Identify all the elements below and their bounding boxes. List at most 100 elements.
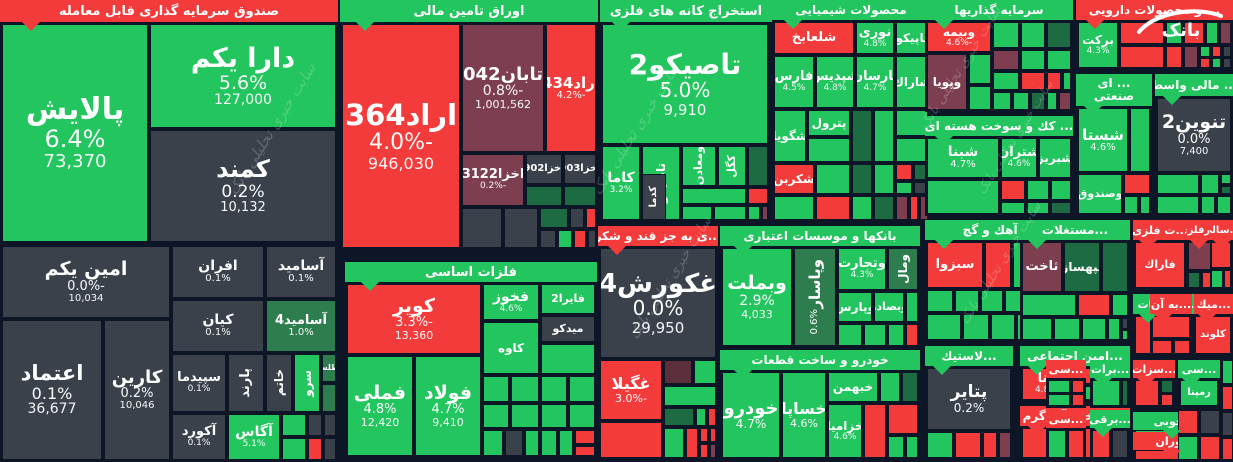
tile-fars[interactable]: فارس 4.5%: [774, 56, 814, 108]
tile-shelabkh[interactable]: شلعابخ: [774, 22, 854, 54]
tile-fd-s2[interactable]: [664, 360, 692, 384]
tile-iv-s14[interactable]: [1013, 92, 1029, 110]
tile-fi-s1[interactable]: [1157, 174, 1199, 194]
tile-mc-s3[interactable]: [1222, 412, 1233, 436]
sector-estate[interactable]: ...مستغلات ثاخت ثپهساز: [1020, 220, 1130, 342]
tile-noori[interactable]: نوری 4.8%: [856, 22, 894, 54]
tile-si-s4[interactable]: [1072, 394, 1084, 406]
tile-bk-s3[interactable]: [864, 324, 886, 346]
tile-sn-s1[interactable]: [1048, 430, 1066, 458]
tile-ch-s18[interactable]: [910, 196, 918, 220]
tile-mc2-s2[interactable]: [1200, 410, 1220, 434]
tile-ph-s5[interactable]: [1206, 22, 1218, 44]
tile-bm-s10[interactable]: [483, 430, 503, 456]
tile-atlas[interactable]: اطلس: [322, 354, 336, 382]
tile-ph-s12[interactable]: [1200, 58, 1210, 68]
tile-taban042[interactable]: تابان042 -0.8% 1,001,562: [462, 24, 544, 152]
tile-kalvand[interactable]: کلوند: [1195, 316, 1231, 354]
tile-in-s3[interactable]: [1124, 196, 1138, 214]
sector-coke-fuel[interactable]: ... کك و سوخت هسته ای شبنا 4.7% شتران 4.…: [925, 116, 1073, 216]
tile-fin-s10[interactable]: [574, 230, 586, 248]
sector-rampena-group[interactable]: ...سی رمپنا: [1178, 360, 1220, 408]
tile-ch-s10[interactable]: [874, 164, 894, 194]
tile-iv-s7[interactable]: [1021, 50, 1045, 70]
tile-au-s3[interactable]: [902, 372, 918, 402]
tile-ch-s2[interactable]: [852, 110, 872, 162]
sector-pharma[interactable]: ... و محصولات دارویی برکت 4.3%: [1076, 0, 1233, 70]
tile-sepidma[interactable]: سپیدما 0.1%: [172, 354, 226, 412]
tile-fin-s4[interactable]: [504, 208, 538, 248]
tile-fin-s11[interactable]: [588, 230, 596, 248]
tile-bm-s15[interactable]: [575, 430, 595, 444]
sector-si[interactable]: ...سی: [1046, 360, 1086, 408]
tile-bm-s6[interactable]: [483, 404, 509, 428]
tile-iv-s6[interactable]: [993, 50, 1019, 70]
tile-iv-s17[interactable]: [1059, 92, 1071, 110]
tile-fi-s4[interactable]: [1221, 186, 1231, 194]
tile-bk-s2[interactable]: [838, 324, 862, 346]
tile-sarv[interactable]: سرو: [294, 354, 320, 412]
tile-bm-s8[interactable]: [541, 404, 567, 428]
tile-re-s5[interactable]: [1022, 318, 1052, 340]
tile-fin-s6[interactable]: [570, 208, 584, 228]
tile-bm-s16[interactable]: [575, 446, 595, 456]
tile-ch-s3[interactable]: [874, 110, 894, 162]
tile-bk-s1[interactable]: [906, 292, 918, 322]
tile-kagol[interactable]: کگل: [718, 146, 746, 186]
tile-vapars[interactable]: وپارس: [838, 292, 872, 322]
tile-arad434[interactable]: اراد434 -4.2%: [546, 24, 596, 152]
tile-bm-s7[interactable]: [511, 404, 539, 428]
tile-mc-s4[interactable]: [1222, 438, 1233, 460]
tile-au-s5[interactable]: [888, 436, 904, 458]
tile-amin-yekom[interactable]: امین یکم -0.0% 10,034: [2, 246, 170, 318]
tile-tasico2[interactable]: تاصیکو2 5.0% 9,910: [602, 24, 768, 144]
tile-akhza3122[interactable]: اخزا3122 -0.2%: [462, 154, 524, 206]
tile-ph-s13[interactable]: [1212, 58, 1221, 68]
tile-mo-s5[interactable]: [714, 206, 746, 220]
tile-ph-s3[interactable]: [1166, 22, 1182, 44]
tile-akhza903[interactable]: اخزا903: [564, 154, 596, 184]
tile-si-s3[interactable]: [1048, 394, 1070, 406]
tile-iv-s3[interactable]: [993, 22, 1019, 48]
tile-fin-s2[interactable]: [564, 186, 596, 206]
tile-asamid[interactable]: آساميد 0.1%: [266, 246, 336, 298]
tile-bm-s5[interactable]: [569, 376, 595, 402]
tile-iv-s13[interactable]: [993, 92, 1011, 110]
tile-iv-s16[interactable]: [1047, 92, 1057, 110]
tile-in-s2[interactable]: [1124, 174, 1150, 194]
tile-etf-s5[interactable]: [308, 438, 322, 460]
tile-iv-s12[interactable]: [1063, 72, 1071, 90]
tile-akhza902[interactable]: اخزا902: [526, 154, 562, 184]
tile-iv-s9[interactable]: [993, 72, 1019, 90]
sector-banks[interactable]: بانکها و موسسات اعتباری وبملت 2.9% 4,033…: [720, 226, 920, 348]
tile-shekarbon[interactable]: شکربن: [774, 164, 814, 194]
tile-small-a1[interactable]: [322, 384, 336, 412]
tile-lg-s4[interactable]: [927, 290, 953, 312]
tile-bm-s9[interactable]: [569, 404, 595, 428]
tile-fi-s7[interactable]: [1217, 196, 1231, 214]
tile-br-s1[interactable]: [1092, 380, 1120, 406]
sector-nonmetal-minerals[interactable]: ...رفلزی: [1186, 220, 1214, 290]
tile-rb-s4[interactable]: [999, 432, 1011, 458]
tile-etf-s1[interactable]: [282, 414, 306, 436]
tile-shasta[interactable]: شستا 4.6%: [1078, 108, 1128, 172]
tile-au-s6[interactable]: [906, 436, 918, 458]
tile-fakhouz[interactable]: فخوز 4.6%: [483, 284, 539, 320]
tile-agas[interactable]: آگاس 5.1%: [228, 414, 280, 460]
tile-au-s4[interactable]: [888, 404, 918, 434]
tile-vamaadan[interactable]: ومعادن: [682, 146, 716, 186]
tile-ph-s6[interactable]: [1220, 22, 1231, 44]
tile-vabmelat[interactable]: وبملت 2.9% 4,033: [722, 248, 792, 346]
tile-ph-s14[interactable]: [1223, 58, 1231, 68]
tile-si-s1[interactable]: [1048, 380, 1070, 393]
tile-ch-s8[interactable]: [816, 196, 850, 220]
sector-metal-products[interactable]: ...ت فلزی فاراك: [1133, 220, 1187, 290]
tile-mo-s3[interactable]: [748, 188, 768, 204]
tile-sn-s2[interactable]: [1068, 430, 1084, 458]
tile-midko[interactable]: میدکو: [541, 316, 595, 342]
tile-barekat[interactable]: برکت 4.3%: [1078, 22, 1118, 68]
tile-fd-s11[interactable]: [710, 428, 716, 442]
tile-fd-s13[interactable]: [710, 444, 716, 458]
tile-mc2-s1[interactable]: [1178, 410, 1198, 434]
tile-iv-s11[interactable]: [1047, 72, 1061, 90]
